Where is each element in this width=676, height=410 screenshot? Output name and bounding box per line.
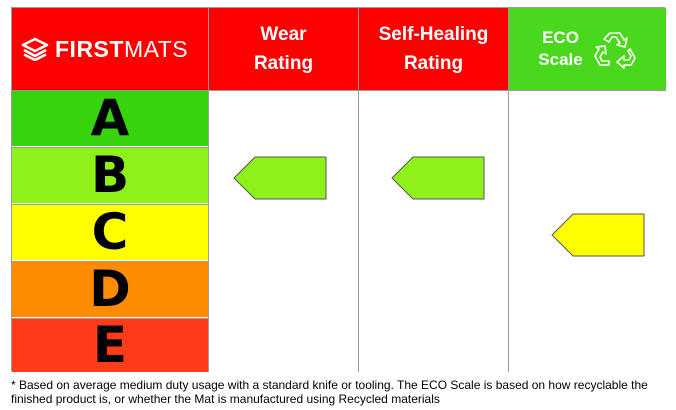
divider — [12, 318, 208, 319]
rating-table: FIRSTMATS Wear Rating Self-Healing Ratin… — [11, 7, 666, 372]
grade-letter-a: A — [90, 89, 130, 147]
wear-rating-line1: Wear — [260, 24, 307, 45]
grade-row-b: B — [12, 147, 208, 203]
self-healing-rating-label: Self-Healing Rating — [379, 20, 489, 78]
divider — [12, 204, 208, 205]
eco-line2: Scale — [538, 50, 583, 69]
grade-letter-c: C — [91, 203, 129, 261]
eco-scale-label: ECO Scale — [538, 27, 582, 71]
divider — [12, 261, 208, 262]
self-healing-rating-marker — [391, 156, 485, 199]
eco-scale-content: ECO Scale — [538, 27, 636, 71]
stacked-layers-icon — [21, 37, 49, 61]
recycle-icon — [593, 32, 636, 69]
divider — [12, 147, 208, 148]
divider — [508, 8, 509, 372]
self-healing-line2: Rating — [403, 53, 464, 74]
eco-scale-header: ECO Scale — [509, 8, 666, 90]
brand-mats: MATS — [123, 35, 189, 62]
grade-row-d: D — [12, 261, 208, 317]
divider — [208, 8, 209, 372]
grade-letter-d: D — [89, 260, 131, 318]
divider — [12, 90, 666, 91]
self-healing-line1: Self-Healing — [378, 24, 489, 45]
self-healing-rating-header: Self-Healing Rating — [359, 8, 508, 90]
footnote: * Based on average medium duty usage wit… — [11, 378, 648, 406]
wear-rating-marker — [233, 156, 327, 199]
self-healing-rating-column — [359, 90, 508, 372]
brand-header-cell: FIRSTMATS — [12, 8, 208, 90]
wear-rating-line2: Rating — [253, 53, 314, 74]
brand-first: FIRST — [55, 35, 124, 62]
wear-rating-header: Wear Rating — [209, 8, 358, 90]
eco-scale-marker — [551, 213, 645, 256]
eco-line1: ECO — [542, 28, 579, 47]
wear-rating-column — [209, 90, 358, 372]
grade-letter-e: E — [92, 316, 128, 374]
grade-letter-b: B — [90, 146, 130, 204]
brand-logo: FIRSTMATS — [55, 36, 188, 63]
divider — [358, 8, 359, 372]
wear-rating-label: Wear Rating — [254, 20, 313, 78]
grade-row-c: C — [12, 204, 208, 260]
grade-row-e: E — [12, 318, 208, 372]
grade-row-a: A — [12, 90, 208, 146]
eco-scale-column — [509, 90, 666, 372]
